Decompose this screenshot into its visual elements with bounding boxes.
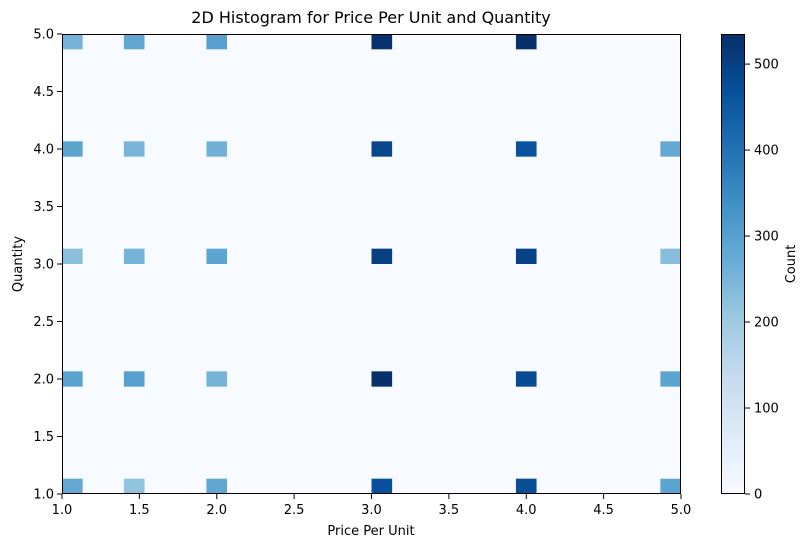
histogram-cell [62,248,83,264]
histogram-cell [515,34,537,50]
colorbar-gradient [721,34,745,494]
histogram-cell [206,141,228,157]
histogram-cell [123,371,145,387]
y-tick-label: 5.0 [33,28,54,43]
histogram-cell [371,478,393,494]
colorbar-tick-label: 300 [754,230,779,245]
histogram-cell [123,141,145,157]
x-tick-label: 4.0 [516,503,537,518]
y-tick-label: 3.5 [33,200,54,215]
x-tick-label: 1.0 [52,503,73,518]
histogram-cell [62,478,83,494]
x-axis-ticks: 1.0 1.5 2.0 2.5 3.0 3.5 4.0 4.5 5.0 [52,494,692,518]
colorbar: 0 100 200 300 400 500 Count [721,34,799,503]
histogram-cell [206,248,228,264]
plot-area: 1.0 1.5 2.0 2.5 3.0 3.5 4.0 4.5 5.0 1.0 1.5 2.0 2.5… [33,28,691,519]
histogram-cell [62,141,83,157]
y-tick-label: 2.5 [33,315,54,330]
histogram-cell [515,371,537,387]
colorbar-tick-label: 400 [754,144,779,159]
histogram-cell [206,371,228,387]
histogram-cell [62,34,83,50]
x-axis-label: Price Per Unit [327,524,414,539]
histogram-cells [62,34,681,494]
colorbar-tick-label: 100 [754,402,779,417]
x-tick-label: 1.5 [129,503,150,518]
histogram-cell [660,141,681,157]
colorbar-tick-label: 0 [754,488,762,503]
histogram-cell [660,478,681,494]
histogram-cell [515,141,537,157]
y-tick-label: 4.0 [33,143,54,158]
histogram-cell [123,248,145,264]
y-tick-label: 1.0 [33,488,54,503]
x-tick-label: 2.5 [284,503,305,518]
x-tick-label: 4.5 [593,503,614,518]
y-axis-ticks: 1.0 1.5 2.0 2.5 3.0 3.5 4.0 4.5 5.0 [33,28,62,503]
histogram-cell [371,34,393,50]
x-tick-label: 3.0 [361,503,382,518]
histogram-cell [371,141,393,157]
colorbar-ticks: 0 100 200 300 400 500 [745,58,779,503]
colorbar-tick-label: 200 [754,316,779,331]
histogram-cell [62,371,83,387]
x-tick-label: 5.0 [671,503,692,518]
histogram-cell [206,478,228,494]
plot-frame [62,34,681,494]
y-tick-label: 2.0 [33,373,54,388]
histogram-cell [515,248,537,264]
histogram-cell [515,478,537,494]
y-tick-label: 4.5 [33,85,54,100]
histogram-cell [660,248,681,264]
histogram-cell [206,34,228,50]
histogram-cell [123,34,145,50]
x-tick-label: 3.5 [439,503,460,518]
colorbar-label: Count [784,245,799,284]
x-tick-label: 2.0 [206,503,227,518]
histogram-cell [660,371,681,387]
chart-title: 2D Histogram for Price Per Unit and Quan… [191,8,550,27]
histogram-cell [371,248,393,264]
histogram-cell [371,371,393,387]
y-axis-label: Quantity [11,236,26,292]
colorbar-tick-label: 500 [754,58,779,73]
y-tick-label: 1.5 [33,430,54,445]
y-tick-label: 3.0 [33,258,54,273]
histogram-cell [123,478,145,494]
